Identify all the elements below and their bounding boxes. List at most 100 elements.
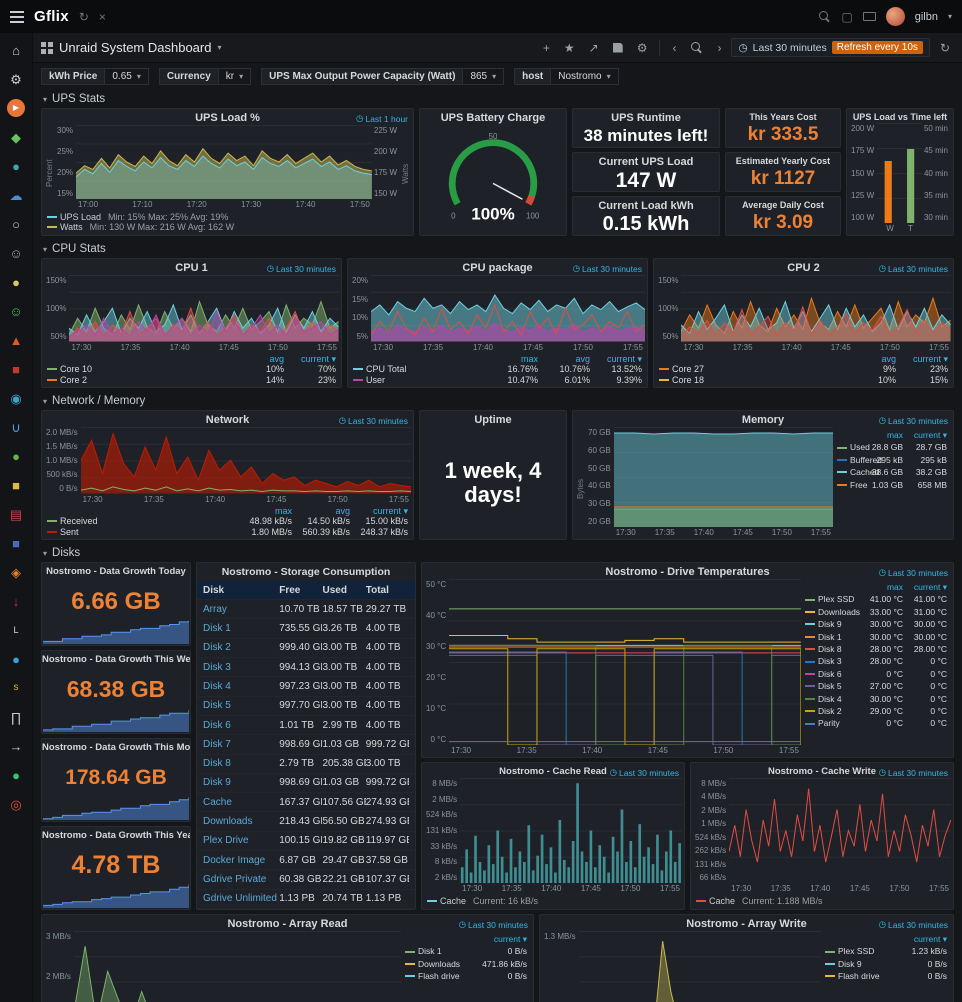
sidebar-app-icon[interactable]: ◆ — [11, 129, 21, 145]
legend-row[interactable]: Disk 5 27.00 °C 0 °C — [805, 680, 947, 692]
panel-title[interactable]: Nostromo - Storage Consumption — [221, 566, 391, 578]
panel-title[interactable]: Average Daily Cost — [742, 200, 824, 210]
sidebar-app-icon[interactable]: ☁ — [9, 187, 23, 203]
panel-title[interactable]: Nostromo - Array Write — [686, 918, 807, 930]
legend-header[interactable]: current ▾ — [913, 934, 947, 944]
sidebar-app-icon[interactable]: ☺ — [9, 303, 23, 319]
panel-title[interactable]: Current Load kWh — [598, 200, 694, 212]
cpu1-chart[interactable] — [69, 275, 339, 342]
sidebar-app-icon[interactable]: ▶ — [7, 99, 25, 117]
legend-row[interactable]: Disk 6 0 °C 0 °C — [805, 668, 947, 680]
disk-link[interactable]: Disk 6 — [203, 719, 231, 731]
panel-title[interactable]: CPU 2 — [787, 262, 820, 274]
variable-dropdown[interactable]: 865 ▾ — [462, 68, 505, 85]
panel-title[interactable]: Current UPS Load — [598, 156, 694, 168]
disk-link[interactable]: Gdrive Private — [203, 874, 267, 886]
panel-time-range[interactable]: ◷ Last 1 hour — [356, 113, 408, 124]
legend-item[interactable]: Cache Current: 16 kB/s — [427, 896, 679, 906]
legend-row[interactable]: Disk 4 30.00 °C 0 °C — [805, 693, 947, 705]
drive-temps-chart[interactable] — [449, 579, 801, 745]
panel-time-range[interactable]: ◷ Last 30 minutes — [609, 767, 679, 778]
sidebar-app-icon[interactable]: ● — [12, 158, 20, 174]
cpu-package-chart[interactable] — [371, 275, 645, 342]
variable-dropdown[interactable]: kr ▾ — [217, 68, 252, 85]
sidebar-app-icon[interactable]: ◎ — [10, 796, 22, 812]
time-forward-button[interactable]: › — [717, 40, 722, 55]
panel-title[interactable]: Nostromo - Data Growth This Week — [42, 654, 190, 665]
fullscreen-icon[interactable]: ▢ — [841, 9, 853, 24]
sidebar-app-icon[interactable]: ⚙ — [10, 71, 22, 87]
panel-time-range[interactable]: ◷ Last 30 minutes — [878, 767, 948, 778]
time-range-picker[interactable]: ◷ Last 30 minutes Refresh every 10s — [731, 38, 930, 57]
legend-row[interactable]: CPU Total 16.76% 10.76% 13.52% — [353, 364, 642, 375]
legend-row[interactable]: Disk 1 30.00 °C 30.00 °C — [805, 631, 947, 643]
panel-title[interactable]: Nostromo - Data Growth This Month — [42, 742, 190, 753]
legend-item[interactable]: Watts Min: 130 W Max: 216 W Avg: 162 W — [47, 222, 408, 232]
legend-row[interactable]: Core 18 10% 15% — [659, 375, 948, 386]
cycle-view-icon[interactable]: ↻ — [78, 9, 89, 24]
disk-link[interactable]: Gdrive Unlimited — [203, 893, 277, 905]
legend-item[interactable]: Cache Current: 1.188 MB/s — [696, 896, 948, 906]
disk-link[interactable]: Disk 8 — [203, 758, 231, 770]
legend-header[interactable]: avg current ▾ — [269, 353, 336, 364]
legend-row[interactable]: Downloads 33.00 °C 31.00 °C — [805, 606, 947, 618]
array-read-chart[interactable] — [73, 931, 401, 1002]
row-disks[interactable]: ▾ Disks — [41, 544, 954, 562]
sidebar-app-icon[interactable]: ∪ — [11, 419, 21, 435]
sidebar-app-icon[interactable]: ■ — [12, 477, 20, 493]
legend-row[interactable]: Disk 8 28.00 °C 28.00 °C — [805, 643, 947, 655]
disk-link[interactable]: Disk 4 — [203, 680, 231, 692]
sidebar-app-icon[interactable]: ● — [12, 448, 20, 464]
panel-time-range[interactable]: ◷ Last 30 minutes — [878, 919, 948, 930]
legend-header[interactable]: max current ▾ — [886, 430, 947, 440]
time-back-button[interactable]: ‹ — [672, 40, 677, 55]
panel-title[interactable]: Nostromo - Data Growth Today — [46, 566, 186, 577]
sidebar-app-icon[interactable]: ▤ — [9, 506, 23, 522]
variable-dropdown[interactable]: 0.65 ▾ — [104, 68, 149, 85]
sidebar-app-icon[interactable]: ◈ — [11, 564, 21, 580]
legend-item[interactable]: UPS Load Min: 15% Max: 25% Avg: 19% — [47, 212, 408, 222]
legend-row[interactable]: Disk 1 0 B/s — [405, 945, 527, 957]
disk-link[interactable]: Plex Drive — [203, 835, 249, 847]
panel-title[interactable]: UPS Runtime — [611, 112, 681, 124]
array-write-chart[interactable] — [578, 931, 821, 1002]
disk-link[interactable]: Downloads — [203, 816, 253, 828]
app-title[interactable]: Gflix — [34, 8, 69, 25]
legend-row[interactable]: Parity 0 °C 0 °C — [805, 717, 947, 729]
panel-title[interactable]: Nostromo - Drive Temperatures — [605, 566, 770, 578]
legend-row[interactable]: Core 27 9% 23% — [659, 364, 948, 375]
panel-time-range[interactable]: ◷ Last 30 minutes — [572, 263, 642, 274]
dashboard-title[interactable]: Unraid System Dashboard — [59, 40, 212, 55]
sidebar-app-icon[interactable]: ● — [12, 767, 20, 783]
panel-title[interactable]: Nostromo - Data Growth This Year — [42, 830, 190, 841]
legend-header[interactable]: current ▾ — [493, 934, 527, 944]
legend-row[interactable]: Buffered 295 kB 295 kB — [837, 454, 947, 466]
network-chart[interactable] — [80, 427, 411, 494]
dashboard-picker-icon[interactable] — [41, 41, 53, 54]
variable-dropdown[interactable]: Nostromo ▾ — [550, 68, 619, 85]
sidebar-app-icon[interactable]: ● — [12, 651, 20, 667]
legend-row[interactable]: Flash drive 0 B/s — [405, 970, 527, 982]
sidebar-app-icon[interactable]: ■ — [12, 535, 20, 551]
legend-row[interactable]: Downloads 471.86 kB/s — [405, 958, 527, 970]
panel-title[interactable]: Uptime — [474, 414, 512, 426]
user-avatar[interactable] — [885, 7, 905, 26]
zoom-out-button[interactable] — [686, 40, 707, 55]
panel-title[interactable]: Nostromo - Cache Write — [767, 766, 877, 777]
sidebar-app-icon[interactable]: s — [13, 682, 19, 693]
row-cpu-stats[interactable]: ▾ CPU Stats — [41, 240, 954, 258]
sidebar-app-icon[interactable]: ⌂ — [12, 42, 20, 58]
legend-row[interactable]: Disk 9 0 B/s — [825, 958, 947, 970]
cpu2-chart[interactable] — [681, 275, 951, 342]
sidebar-app-icon[interactable]: ☺ — [9, 245, 23, 261]
panel-title[interactable]: UPS Battery Charge — [440, 112, 546, 124]
panel-time-range[interactable]: ◷ Last 30 minutes — [338, 415, 408, 426]
legend-row[interactable]: Disk 2 29.00 °C 0 °C — [805, 705, 947, 717]
sidebar-app-icon[interactable]: ■ — [12, 361, 20, 377]
panel-title[interactable]: UPS Load % — [195, 112, 260, 124]
legend-row[interactable]: Cached 38.6 GB 38.2 GB — [837, 466, 947, 478]
star-button[interactable]: ★ — [563, 40, 575, 55]
sidebar-app-icon[interactable]: L — [13, 624, 19, 635]
legend-row[interactable]: Used 28.8 GB 28.7 GB — [837, 441, 947, 453]
disk-link[interactable]: Cache — [203, 796, 232, 808]
